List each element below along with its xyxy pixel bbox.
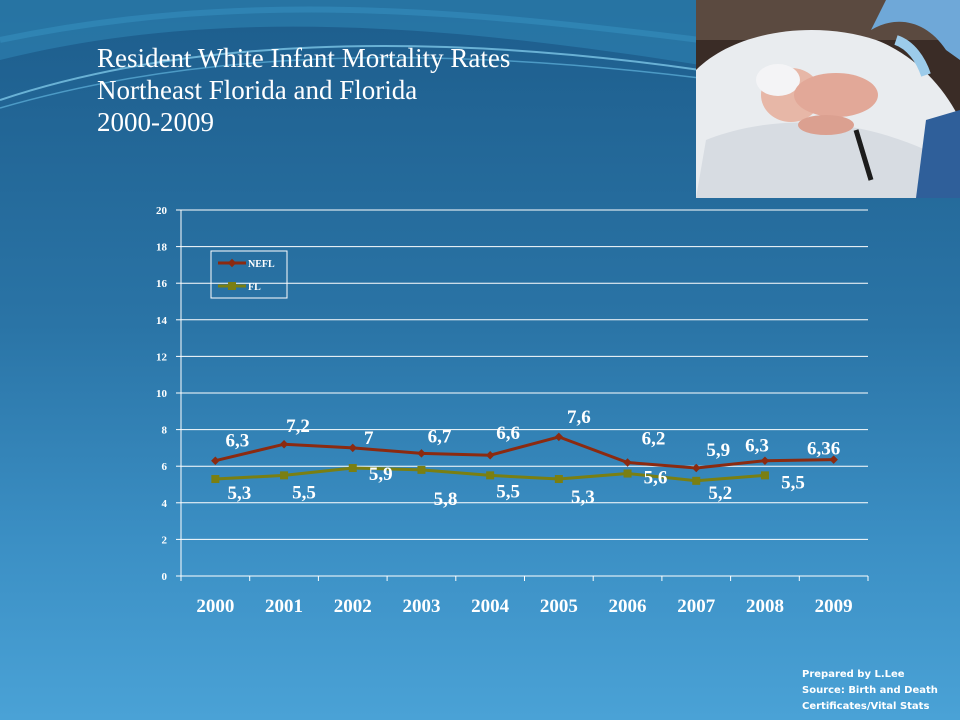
data-label-nefl-2005: 7,6 <box>567 407 591 428</box>
data-label-fl-2000: 5,3 <box>227 483 251 504</box>
source-credit: Prepared by L.Lee Source: Birth and Deat… <box>802 667 938 715</box>
y-tick-label-8: 8 <box>162 425 168 437</box>
legend-marker-fl <box>228 282 236 290</box>
point-fl-2006 <box>623 469 632 478</box>
x-tick-label-2003: 2003 <box>402 596 440 617</box>
credit-line-2: Source: Birth and Death <box>802 685 938 696</box>
slide-title: Resident White Infant Mortality Rates No… <box>97 42 510 138</box>
data-labels: 6,3 7,2 7 6,7 6,6 7,6 6,2 5,9 6,3 6,36 5,3 5,5 5,9 5,… <box>225 407 840 510</box>
data-label-nefl-2007: 5,9 <box>706 440 730 461</box>
y-tick-label-16: 16 <box>156 278 168 290</box>
data-label-nefl-2006: 6,2 <box>642 429 666 450</box>
x-tick-label-2008: 2008 <box>746 596 784 617</box>
point-fl-2001 <box>280 471 289 480</box>
data-label-nefl-2001: 7,2 <box>286 416 310 437</box>
x-tick-label-2000: 2000 <box>196 596 234 617</box>
data-label-nefl-2000: 6,3 <box>225 431 249 452</box>
legend-marker-nefl <box>227 258 237 268</box>
y-tick-label-2: 2 <box>162 534 168 546</box>
title-line-2: Northeast Florida and Florida <box>97 75 418 105</box>
credit-line-3: Certificates/Vital Stats <box>802 701 930 712</box>
point-fl-2008 <box>760 471 769 480</box>
data-label-nefl-2008: 6,3 <box>745 436 769 457</box>
point-nefl-2008 <box>760 456 770 465</box>
x-tick-label-2002: 2002 <box>334 596 372 617</box>
credit-line-1: Prepared by L.Lee <box>802 669 905 680</box>
point-nefl-2009 <box>829 455 838 464</box>
y-tick-label-14: 14 <box>156 315 168 327</box>
legend-label-fl: FL <box>248 282 261 293</box>
legend-box <box>210 250 288 299</box>
y-tick-label-0: 0 <box>162 571 168 583</box>
data-label-fl-2008: 5,5 <box>781 472 805 493</box>
point-nefl-2002 <box>348 443 357 453</box>
series-line-nefl <box>214 435 834 470</box>
point-fl-2002 <box>348 464 357 473</box>
point-nefl-2001 <box>279 439 289 449</box>
data-label-nefl-2002: 7 <box>364 428 374 449</box>
data-label-nefl-2004: 6,6 <box>496 423 520 444</box>
y-tick-label-4: 4 <box>162 498 168 510</box>
point-nefl-2004 <box>485 450 495 460</box>
y-tick-label-10: 10 <box>156 388 168 400</box>
series-group <box>211 432 838 485</box>
y-tick-label-6: 6 <box>162 461 168 473</box>
point-nefl-2000 <box>211 456 220 465</box>
legend: NEFL FL <box>210 250 288 299</box>
point-fl-2000 <box>211 475 220 484</box>
data-label-fl-2006: 5,6 <box>644 468 668 489</box>
y-tick-label-18: 18 <box>156 242 168 254</box>
data-label-fl-2005: 5,3 <box>571 487 595 508</box>
x-tick-label-2006: 2006 <box>609 596 647 617</box>
newborn-infant-photo <box>696 0 960 198</box>
x-tick-label-2001: 2001 <box>265 596 303 617</box>
point-fl-2007 <box>692 476 701 485</box>
x-tick-label-2007: 2007 <box>677 596 716 617</box>
x-tick-label-2005: 2005 <box>540 596 578 617</box>
point-fl-2005 <box>554 475 563 484</box>
x-axis: 2000 2001 2002 2003 2004 2005 2006 2007 2008 2009 <box>180 575 869 617</box>
data-label-fl-2004: 5,5 <box>496 481 520 502</box>
y-tick-label-12: 12 <box>156 351 168 363</box>
data-label-fl-2003: 5,8 <box>434 489 458 510</box>
legend-label-nefl: NEFL <box>248 259 275 270</box>
data-label-fl-2007: 5,2 <box>708 483 732 504</box>
point-fl-2003 <box>417 465 426 474</box>
x-tick-label-2004: 2004 <box>471 596 510 617</box>
y-tick-label-20: 20 <box>156 205 168 217</box>
title-line-1: Resident White Infant Mortality Rates <box>97 43 511 73</box>
data-label-fl-2002: 5,9 <box>369 464 393 485</box>
data-label-nefl-2009: 6,36 <box>807 439 840 460</box>
data-label-nefl-2003: 6,7 <box>428 426 452 447</box>
title-line-3: 2000-2009 <box>97 107 214 137</box>
point-nefl-2007 <box>692 463 701 473</box>
point-fl-2004 <box>486 471 495 480</box>
y-axis: 0 2 4 6 8 10 12 14 16 18 20 <box>156 205 182 583</box>
x-tick-label-2009: 2009 <box>815 596 853 617</box>
header-swoosh <box>0 0 701 109</box>
data-label-fl-2001: 5,5 <box>292 482 316 503</box>
gridlines <box>181 209 868 577</box>
point-nefl-2006 <box>623 458 632 467</box>
point-nefl-2003 <box>417 449 426 458</box>
point-nefl-2005 <box>554 432 564 442</box>
